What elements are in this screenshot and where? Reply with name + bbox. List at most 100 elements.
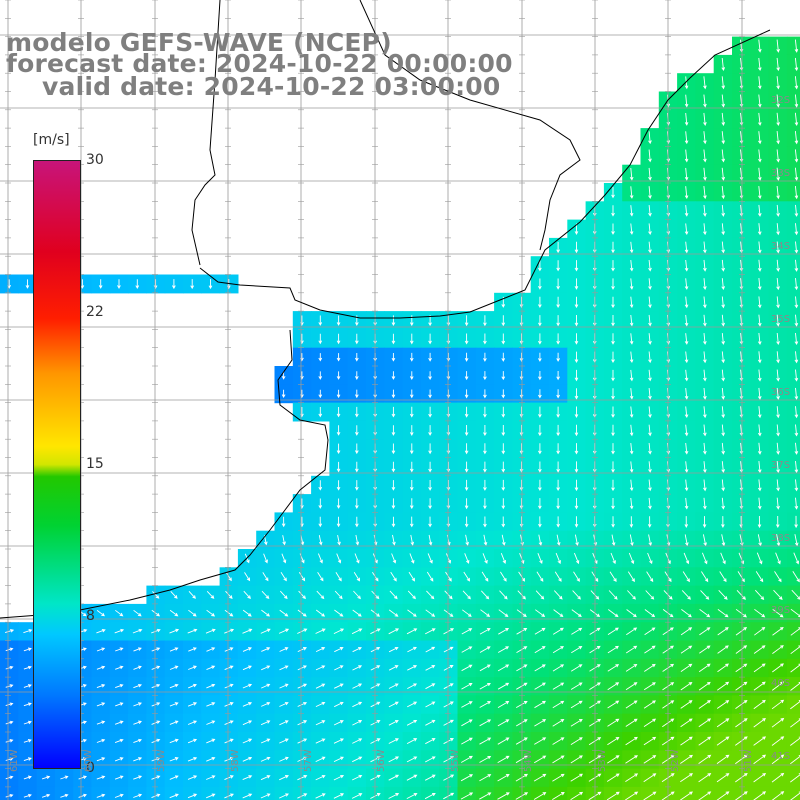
speed-cell <box>256 786 276 800</box>
wind-arrow <box>754 608 766 618</box>
wind-arrow <box>648 223 652 236</box>
wind-arrow <box>279 720 289 726</box>
wind-arrow <box>152 591 160 599</box>
wind-arrow <box>206 702 216 707</box>
wind-arrow <box>757 223 762 236</box>
wind-arrow <box>318 353 323 362</box>
wind-arrow <box>684 442 689 455</box>
wind-arrow <box>297 683 308 689</box>
wind-arrow <box>337 535 341 546</box>
wind-arrow <box>771 754 785 765</box>
wind-arrow <box>684 333 689 345</box>
lat-label-32s: 32S <box>771 95 791 106</box>
wind-arrow <box>772 608 784 618</box>
wind-arrow <box>516 664 528 672</box>
wind-arrow <box>772 663 784 673</box>
wind-arrow <box>794 185 799 200</box>
wind-arrow <box>497 646 510 653</box>
wind-arrow <box>315 774 326 781</box>
forecast-date: forecast date: 2024-10-22 00:00:00 <box>6 49 513 78</box>
wind-arrow <box>629 369 634 382</box>
wind-arrow <box>570 719 583 727</box>
wind-arrow <box>556 333 560 345</box>
wind-arrow <box>790 608 800 618</box>
wind-arrow <box>501 371 506 381</box>
wind-arrow <box>644 645 656 654</box>
wind-arrow <box>625 791 639 800</box>
wind-arrow <box>684 259 689 272</box>
wind-arrow <box>464 516 469 528</box>
wind-arrow <box>519 479 524 492</box>
wind-arrow <box>552 773 565 782</box>
wind-arrow <box>169 738 179 744</box>
speed-cell <box>786 713 800 733</box>
wind-arrow <box>629 424 634 437</box>
speed-cell <box>786 549 800 568</box>
wind-arrow <box>242 609 252 617</box>
wind-arrow <box>78 793 87 798</box>
wind-arrow <box>629 314 634 327</box>
speed-cell <box>786 36 800 56</box>
wind-arrow <box>776 259 780 272</box>
wind-arrow <box>703 131 707 145</box>
wind-arrow <box>629 167 634 181</box>
speed-cell <box>164 786 184 800</box>
wind-arrow <box>242 793 253 799</box>
wind-arrow <box>315 720 326 726</box>
wind-arrow <box>794 534 799 547</box>
speed-cell <box>402 786 422 800</box>
wind-arrow <box>41 793 51 798</box>
wind-arrow <box>479 774 492 782</box>
speed-cell <box>677 786 696 800</box>
wind-arrow <box>224 775 234 781</box>
speed-cell <box>183 786 202 800</box>
wind-arrow <box>684 388 689 400</box>
wind-arrow <box>242 756 253 762</box>
wind-arrow <box>607 755 620 764</box>
wind-arrow <box>776 204 780 217</box>
wind-arrow <box>281 553 287 564</box>
speed-cell <box>732 786 751 800</box>
wind-arrow <box>409 333 414 345</box>
wind-arrow <box>336 371 341 380</box>
wind-arrow <box>519 333 524 345</box>
wind-arrow <box>355 333 359 345</box>
wind-arrow <box>629 406 634 418</box>
wind-arrow <box>279 701 289 707</box>
lon-label-56w: 56W <box>376 749 387 772</box>
wind-arrow <box>519 352 524 362</box>
wind-arrow <box>497 737 510 745</box>
wind-arrow <box>703 333 707 345</box>
wind-arrow <box>297 720 308 726</box>
wind-arrow <box>464 425 469 437</box>
wind-arrow <box>648 131 652 145</box>
wind-arrow <box>409 425 414 436</box>
wind-arrow <box>263 553 268 564</box>
wind-arrow <box>703 204 707 217</box>
wind-arrow <box>534 737 547 745</box>
wind-arrow <box>391 553 397 564</box>
wind-arrow <box>684 461 689 473</box>
wind-arrow <box>757 461 762 474</box>
wind-arrow <box>500 571 507 582</box>
wind-arrow <box>574 424 579 437</box>
wind-arrow <box>41 775 51 780</box>
wind-arrow <box>465 534 469 546</box>
wind-arrow <box>479 792 492 800</box>
wind-arrow <box>776 76 780 90</box>
speed-cell <box>786 201 800 221</box>
wind-arrow <box>699 645 711 654</box>
wind-arrow <box>96 683 106 689</box>
wind-arrow <box>391 425 396 436</box>
colorbar-tick-15: 15 <box>86 456 104 472</box>
wind-arrow <box>315 609 326 617</box>
wind-arrow <box>224 647 234 652</box>
wind-arrow <box>96 720 106 725</box>
wind-arrow <box>428 425 432 436</box>
wind-arrow <box>757 424 762 437</box>
wind-arrow <box>317 553 323 564</box>
wind-arrow <box>497 664 510 672</box>
wind-arrow <box>606 791 620 800</box>
wind-arrow <box>570 791 584 800</box>
wind-arrow <box>409 371 414 381</box>
